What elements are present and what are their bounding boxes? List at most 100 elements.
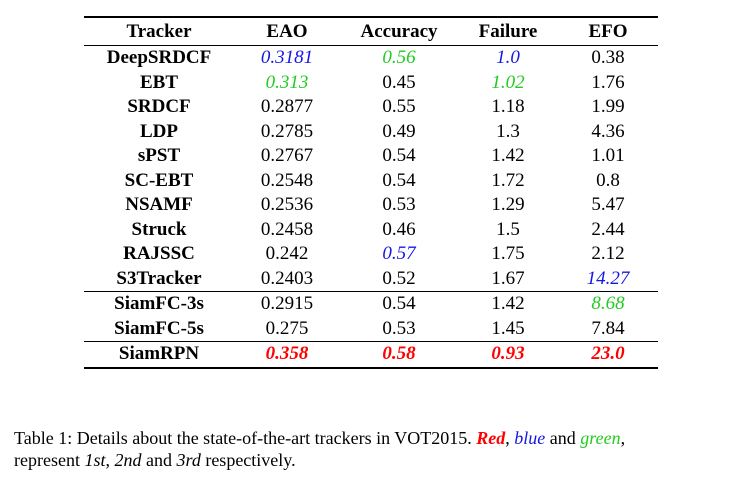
tracker-name-cell: Struck xyxy=(131,218,187,240)
eao-cell: 0.3181 xyxy=(260,47,314,68)
tracker-name-cell: SiamFC-3s xyxy=(114,293,204,314)
failure-cell: 1.42 xyxy=(491,145,525,166)
table-group-vot2015-trackers: DeepSRDCF 0.3181 0.56 1.0 0.38 EBT 0.313 0.45 1.… xyxy=(84,46,658,292)
eao-cell: 0.2915 xyxy=(260,293,314,314)
failure-cell: 1.42 xyxy=(491,293,525,314)
failure-cell: 1.18 xyxy=(491,96,525,117)
table-row: RAJSSC 0.242 0.57 1.75 2.12 xyxy=(84,242,658,267)
header-failure: Failure xyxy=(478,21,538,42)
caption-sep4: , xyxy=(105,450,115,470)
caption-second: 2nd xyxy=(114,450,142,470)
caption-prefix: Table 1: Details about the state-of-the-… xyxy=(14,428,477,448)
eao-cell: 0.2403 xyxy=(234,266,340,292)
accuracy-cell: 0.46 xyxy=(382,218,416,240)
accuracy-cell: 0.56 xyxy=(382,47,416,68)
failure-cell: 1.5 xyxy=(496,218,520,240)
caption-sep1: , xyxy=(505,428,515,448)
accuracy-cell: 0.55 xyxy=(382,96,416,117)
table-row: NSAMF 0.2536 0.53 1.29 5.47 xyxy=(84,193,658,218)
efo-cell: 5.47 xyxy=(591,194,625,215)
efo-cell: 2.44 xyxy=(591,218,625,240)
caption-sep5: and xyxy=(141,450,177,470)
eao-cell: 0.358 xyxy=(234,341,340,369)
accuracy-cell: 0.53 xyxy=(382,194,416,215)
eao-cell: 0.275 xyxy=(234,316,340,342)
accuracy-cell: 0.49 xyxy=(382,120,416,142)
caption-green-word: green xyxy=(580,428,621,448)
accuracy-cell: 0.54 xyxy=(382,169,416,191)
header-eao: EAO xyxy=(266,21,308,42)
efo-cell: 14.27 xyxy=(558,266,658,292)
efo-cell: 7.84 xyxy=(558,316,658,342)
eao-cell: 0.2548 xyxy=(260,169,314,191)
eao-cell: 0.2767 xyxy=(260,145,314,166)
header-row: Tracker EAO Accuracy Failure EFO xyxy=(84,17,658,46)
efo-cell: 23.0 xyxy=(558,341,658,369)
failure-cell: 1.3 xyxy=(496,120,520,142)
table-row: S3Tracker 0.2403 0.52 1.67 14.27 xyxy=(84,266,658,292)
failure-cell: 1.02 xyxy=(491,71,525,93)
tracker-name-cell: SiamRPN xyxy=(84,341,234,369)
efo-cell: 0.38 xyxy=(591,47,625,68)
tracker-name-cell: S3Tracker xyxy=(84,266,234,292)
eao-cell: 0.2458 xyxy=(260,218,314,240)
accuracy-cell: 0.57 xyxy=(382,243,416,264)
table-group-siamfc: SiamFC-3s 0.2915 0.54 1.42 8.68 SiamFC-5s 0.27… xyxy=(84,292,658,342)
caption-blue-word: blue xyxy=(514,428,546,448)
caption-third: 3rd xyxy=(176,450,201,470)
caption-first: 1st xyxy=(84,450,106,470)
table-row: SiamFC-3s 0.2915 0.54 1.42 8.68 xyxy=(84,292,658,317)
accuracy-cell: 0.54 xyxy=(382,145,416,166)
caption-sep3: , xyxy=(620,428,626,448)
tracker-name-cell: NSAMF xyxy=(125,194,193,215)
accuracy-cell: 0.52 xyxy=(340,266,458,292)
table-row: DeepSRDCF 0.3181 0.56 1.0 0.38 xyxy=(84,46,658,71)
results-table-container: Tracker EAO Accuracy Failure EFO DeepSRD… xyxy=(84,16,658,369)
failure-cell: 1.72 xyxy=(491,169,525,191)
results-table: Tracker EAO Accuracy Failure EFO DeepSRD… xyxy=(84,16,658,369)
tracker-name-cell: DeepSRDCF xyxy=(106,47,212,68)
caption-suffix: respectively. xyxy=(200,450,296,470)
table-row: SiamRPN 0.358 0.58 0.93 23.0 xyxy=(84,341,658,369)
tracker-name-cell: sPST xyxy=(137,145,181,166)
caption-line2-prefix: represent xyxy=(14,450,85,470)
accuracy-cell: 0.45 xyxy=(382,71,416,93)
tracker-name-cell: SC-EBT xyxy=(124,169,194,191)
eao-cell: 0.2877 xyxy=(260,96,314,117)
accuracy-cell: 0.58 xyxy=(340,341,458,369)
tracker-name-cell: SiamFC-5s xyxy=(84,316,234,342)
accuracy-cell: 0.54 xyxy=(382,293,416,314)
accuracy-cell: 0.53 xyxy=(340,316,458,342)
eao-cell: 0.2785 xyxy=(260,120,314,142)
table-group-siamrpn: SiamRPN 0.358 0.58 0.93 23.0 xyxy=(84,341,658,369)
caption-red-word: Red xyxy=(476,428,506,448)
eao-cell: 0.2536 xyxy=(260,194,314,215)
eao-cell: 0.313 xyxy=(265,71,309,93)
efo-cell: 1.99 xyxy=(591,96,625,117)
failure-cell: 1.0 xyxy=(496,47,520,68)
tracker-name-cell: EBT xyxy=(139,71,179,93)
table-row: sPST 0.2767 0.54 1.42 1.01 xyxy=(84,144,658,169)
table-row: LDP 0.2785 0.49 1.3 4.36 xyxy=(84,120,658,145)
caption-sep2: and xyxy=(545,428,581,448)
table-caption: Table 1: Details about the state-of-the-… xyxy=(14,427,740,471)
failure-cell: 1.67 xyxy=(458,266,558,292)
table-row: Struck 0.2458 0.46 1.5 2.44 xyxy=(84,218,658,243)
table-header: Tracker EAO Accuracy Failure EFO xyxy=(84,17,658,46)
efo-cell: 1.01 xyxy=(591,145,625,166)
table-row: SiamFC-5s 0.275 0.53 1.45 7.84 xyxy=(84,316,658,342)
failure-cell: 1.29 xyxy=(491,194,525,215)
efo-cell: 2.12 xyxy=(591,243,625,264)
table-row: SRDCF 0.2877 0.55 1.18 1.99 xyxy=(84,95,658,120)
efo-cell: 1.76 xyxy=(591,71,625,93)
efo-cell: 0.8 xyxy=(596,169,620,191)
tracker-name-cell: LDP xyxy=(140,120,178,142)
header-tracker: Tracker xyxy=(126,21,192,42)
header-accuracy: Accuracy xyxy=(360,21,438,42)
failure-cell: 1.45 xyxy=(458,316,558,342)
table-row: EBT 0.313 0.45 1.02 1.76 xyxy=(84,71,658,96)
tracker-name-cell: RAJSSC xyxy=(123,243,195,264)
eao-cell: 0.242 xyxy=(265,243,309,264)
failure-cell: 1.75 xyxy=(491,243,525,264)
header-efo: EFO xyxy=(588,21,628,42)
